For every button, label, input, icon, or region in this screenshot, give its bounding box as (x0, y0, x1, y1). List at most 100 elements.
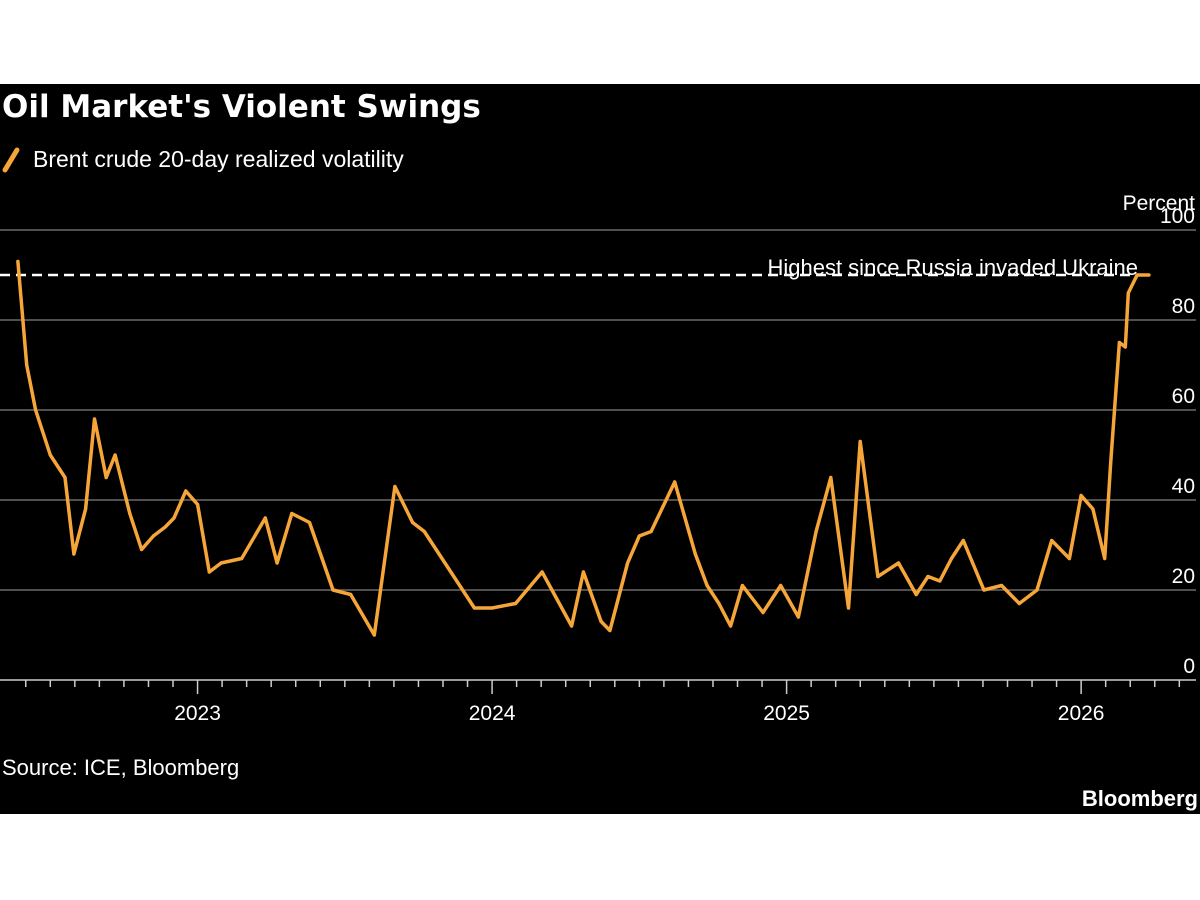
data-point (982, 588, 986, 592)
x-tick-label-2024: 2024 (469, 702, 516, 725)
y-tick-label-100: 100 (1160, 205, 1195, 228)
data-point (1135, 273, 1139, 277)
data-point (1000, 583, 1004, 588)
data-point (649, 529, 653, 534)
data-point (961, 538, 965, 543)
data-point (514, 601, 518, 606)
data-point (1109, 462, 1113, 466)
legend-swatch (2, 147, 20, 173)
y-tick-label-80: 80 (1172, 295, 1195, 318)
data-point (34, 408, 38, 412)
data-point (1123, 345, 1127, 349)
data-point (729, 624, 733, 628)
data-point (570, 624, 574, 628)
series-line (16, 259, 1151, 637)
chart-svg: Oil Market's Violent Swings Brent crude … (0, 89, 1198, 811)
data-point (1067, 556, 1071, 561)
data-point (307, 520, 312, 525)
data-point (829, 475, 833, 480)
data-point (434, 547, 438, 552)
data-point (914, 592, 918, 597)
annotation-label: Highest since Russia invaded Ukraine (767, 255, 1138, 280)
data-point (779, 583, 783, 588)
data-point (349, 592, 353, 597)
data-point (48, 453, 52, 457)
data-point (693, 552, 697, 556)
data-point (207, 570, 211, 574)
data-point (896, 561, 901, 565)
data-point (290, 511, 294, 516)
data-point (814, 529, 818, 534)
chart-title: Oil Market's Violent Swings (2, 89, 481, 125)
data-point (938, 579, 942, 583)
data-point (393, 484, 397, 489)
data-point (151, 534, 155, 538)
x-tick-label-2025: 2025 (763, 702, 810, 725)
source-note: Source: ICE, Bloomberg (2, 755, 239, 780)
data-point (846, 606, 851, 610)
data-point (1117, 340, 1121, 345)
data-point (172, 516, 176, 520)
data-point (540, 570, 544, 574)
data-point (163, 525, 167, 529)
data-point (113, 453, 117, 457)
y-tick-label-20: 20 (1172, 565, 1195, 588)
x-tick-label-2023: 2023 (174, 702, 221, 725)
data-point (1017, 601, 1021, 606)
data-point (926, 574, 930, 579)
data-point (1091, 507, 1095, 511)
data-point (876, 574, 880, 579)
data-point (25, 363, 29, 367)
data-point (1050, 538, 1054, 543)
data-point (196, 502, 200, 507)
data-point (673, 480, 677, 484)
data-point (16, 259, 20, 264)
data-point (599, 619, 603, 624)
y-tick-labels: 0 20 40 60 80 100 (1160, 205, 1195, 678)
data-point (705, 583, 709, 588)
data-point (219, 561, 223, 565)
data-point (84, 507, 88, 511)
data-point (72, 552, 76, 556)
data-point (490, 606, 494, 610)
data-point (184, 489, 188, 493)
y-tick-label-0: 0 (1183, 655, 1195, 678)
data-point (1035, 588, 1039, 592)
data-point (1141, 273, 1145, 277)
data-point (92, 417, 97, 421)
data-point (422, 529, 426, 534)
y-tick-label-40: 40 (1172, 475, 1195, 498)
data-point (104, 475, 108, 480)
grid (0, 229, 1196, 591)
x-axis: 2023 2024 2025 2026 (0, 679, 1196, 725)
chart: Oil Market's Violent Swings Brent crude … (0, 84, 1200, 814)
data-point (1126, 291, 1130, 295)
data-point (372, 633, 376, 637)
data-point (949, 556, 954, 561)
data-point (140, 547, 144, 552)
series-points (16, 259, 1151, 637)
data-point (411, 520, 415, 525)
data-point (331, 588, 335, 592)
data-point (858, 439, 862, 444)
data-point (1147, 273, 1151, 277)
data-point (761, 610, 765, 615)
data-point (608, 628, 612, 633)
data-point (263, 516, 267, 520)
x-tick-label-2026: 2026 (1058, 702, 1105, 725)
data-point (581, 570, 586, 574)
data-point (275, 561, 279, 565)
y-tick-label-60: 60 (1172, 385, 1195, 408)
data-point (240, 556, 244, 561)
brand-label: Bloomberg (1082, 786, 1198, 811)
y-axis-label: Percent (1123, 192, 1196, 215)
data-point (626, 561, 630, 565)
data-point (63, 475, 67, 480)
data-point (472, 606, 476, 610)
data-point (717, 601, 721, 606)
data-point (740, 583, 745, 588)
data-point (1103, 556, 1107, 561)
data-point (1079, 493, 1083, 498)
data-point (128, 511, 132, 516)
data-point (637, 534, 641, 538)
